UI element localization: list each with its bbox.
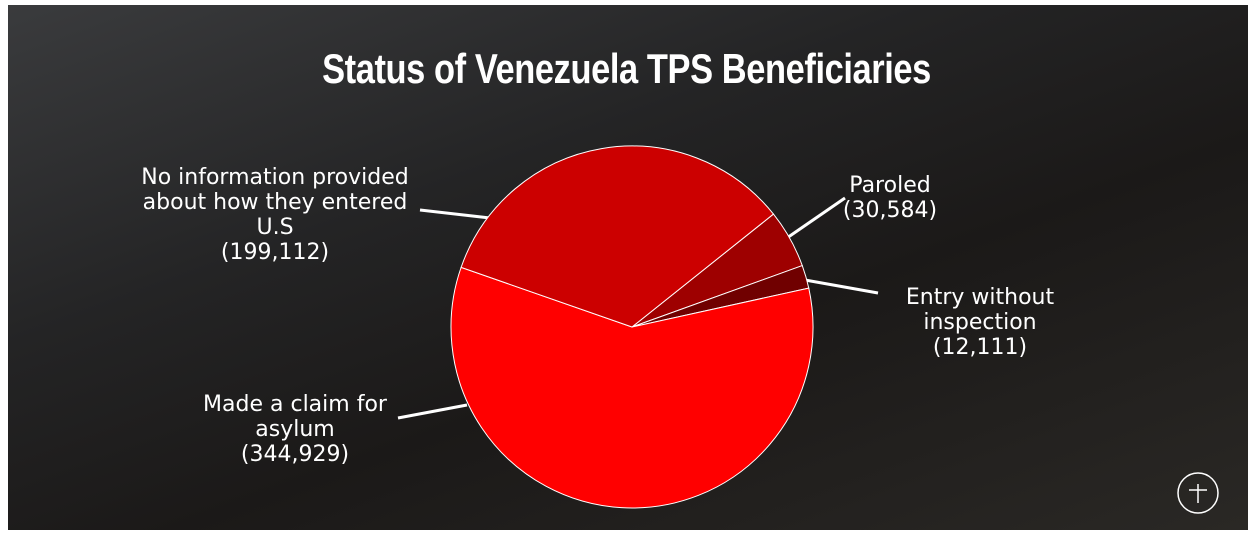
leader-line	[397, 403, 468, 420]
leader-lines	[397, 196, 879, 420]
category-label: No information provided about how they e…	[141, 165, 409, 240]
slice-label: Paroled (30,584)	[820, 173, 960, 223]
category-label: Made a claim for asylum	[203, 392, 387, 442]
logo	[1177, 472, 1219, 514]
logo-ring	[1177, 472, 1219, 514]
pie-slice	[460, 145, 775, 328]
value-label: (12,111)	[932, 335, 1028, 360]
chart-title: Status of Venezuela TPS Beneficiaries	[322, 45, 931, 92]
value-label: (199,112)	[220, 240, 330, 265]
slice-label: Entry without inspection (12,111)	[880, 285, 1080, 360]
leader-line	[419, 208, 491, 220]
slice-label: Made a claim for asylum (344,929)	[190, 392, 400, 467]
leader-line	[783, 196, 846, 242]
leader-line	[804, 278, 879, 295]
value-label: (344,929)	[240, 442, 350, 467]
slice-label: No information provided about how they e…	[130, 165, 420, 265]
pie-slice	[450, 266, 814, 509]
value-label: (30,584)	[842, 198, 938, 223]
category-label: Paroled	[849, 173, 931, 198]
category-label: Entry without inspection	[905, 285, 1055, 335]
